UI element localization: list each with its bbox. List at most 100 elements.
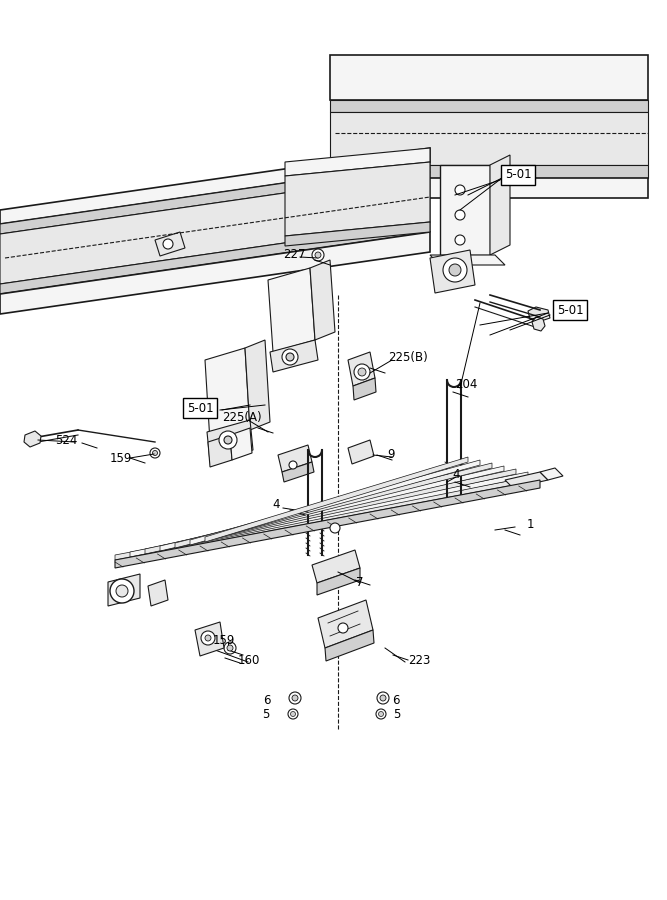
Circle shape — [443, 258, 467, 282]
Circle shape — [449, 264, 461, 276]
Circle shape — [282, 349, 298, 365]
Circle shape — [455, 185, 465, 195]
Polygon shape — [175, 463, 492, 548]
Text: 5: 5 — [262, 708, 269, 722]
Polygon shape — [353, 378, 376, 400]
Circle shape — [292, 695, 298, 701]
Polygon shape — [190, 460, 480, 545]
Circle shape — [312, 249, 324, 261]
Text: 5-01: 5-01 — [557, 303, 584, 317]
Circle shape — [354, 364, 370, 380]
Polygon shape — [348, 440, 374, 464]
Polygon shape — [330, 100, 648, 112]
Circle shape — [455, 235, 465, 245]
Text: 9: 9 — [387, 448, 394, 462]
Text: 160: 160 — [238, 653, 260, 667]
Polygon shape — [285, 222, 430, 246]
Text: 7: 7 — [356, 577, 364, 590]
Circle shape — [227, 645, 233, 651]
Polygon shape — [130, 472, 528, 557]
Polygon shape — [317, 568, 360, 595]
Polygon shape — [195, 622, 224, 656]
Polygon shape — [318, 600, 373, 648]
Text: 223: 223 — [408, 653, 430, 667]
Polygon shape — [205, 348, 250, 442]
Circle shape — [289, 461, 297, 469]
Polygon shape — [282, 462, 314, 482]
Circle shape — [377, 692, 389, 704]
Polygon shape — [330, 178, 648, 198]
Circle shape — [288, 709, 298, 719]
Text: 524: 524 — [55, 434, 77, 446]
Polygon shape — [245, 340, 270, 430]
Polygon shape — [310, 260, 335, 340]
Circle shape — [289, 692, 301, 704]
Circle shape — [291, 712, 295, 716]
Polygon shape — [160, 466, 504, 551]
Text: 1: 1 — [527, 518, 534, 532]
Polygon shape — [0, 148, 430, 224]
Circle shape — [455, 210, 465, 220]
Circle shape — [376, 709, 386, 719]
Polygon shape — [430, 250, 475, 293]
Polygon shape — [430, 255, 505, 265]
Polygon shape — [532, 317, 545, 331]
Polygon shape — [285, 162, 430, 236]
Polygon shape — [540, 468, 563, 480]
Circle shape — [380, 695, 386, 701]
Polygon shape — [528, 307, 550, 322]
Polygon shape — [115, 480, 540, 568]
Polygon shape — [0, 222, 430, 294]
Text: 159: 159 — [110, 452, 132, 464]
Polygon shape — [330, 112, 648, 165]
Circle shape — [315, 252, 321, 258]
Polygon shape — [505, 472, 548, 488]
Circle shape — [219, 431, 237, 449]
Polygon shape — [155, 232, 185, 256]
Polygon shape — [208, 435, 232, 467]
Polygon shape — [440, 165, 490, 255]
Text: 159: 159 — [213, 634, 235, 646]
Polygon shape — [108, 574, 140, 606]
Polygon shape — [115, 475, 540, 560]
Circle shape — [378, 712, 384, 716]
Text: 6: 6 — [263, 694, 271, 706]
Circle shape — [150, 448, 160, 458]
Text: 4: 4 — [452, 469, 460, 482]
Circle shape — [330, 523, 340, 533]
Circle shape — [116, 585, 128, 597]
Circle shape — [163, 239, 173, 249]
Polygon shape — [205, 457, 468, 542]
Polygon shape — [312, 550, 360, 583]
Text: 225(A): 225(A) — [222, 411, 261, 425]
Polygon shape — [230, 428, 252, 460]
Circle shape — [286, 353, 294, 361]
Polygon shape — [325, 630, 374, 661]
Polygon shape — [0, 172, 430, 284]
Text: 204: 204 — [455, 379, 478, 392]
Polygon shape — [24, 431, 41, 447]
Text: 225(B): 225(B) — [388, 350, 428, 364]
Polygon shape — [490, 155, 510, 255]
Polygon shape — [268, 268, 315, 352]
Text: 5: 5 — [393, 708, 400, 722]
Polygon shape — [207, 420, 253, 462]
Circle shape — [338, 623, 348, 633]
Circle shape — [110, 579, 134, 603]
Circle shape — [205, 635, 211, 641]
Circle shape — [201, 631, 215, 645]
Polygon shape — [278, 445, 312, 472]
Polygon shape — [0, 162, 430, 234]
Polygon shape — [148, 580, 168, 606]
Circle shape — [224, 436, 232, 444]
Polygon shape — [145, 469, 516, 554]
Text: 4: 4 — [272, 499, 279, 511]
Polygon shape — [330, 165, 648, 178]
Circle shape — [153, 451, 157, 455]
Circle shape — [224, 642, 236, 654]
Text: 5-01: 5-01 — [505, 168, 532, 182]
Text: 5-01: 5-01 — [187, 401, 213, 415]
Text: 6: 6 — [392, 694, 400, 706]
Polygon shape — [270, 340, 318, 372]
Polygon shape — [330, 55, 648, 100]
